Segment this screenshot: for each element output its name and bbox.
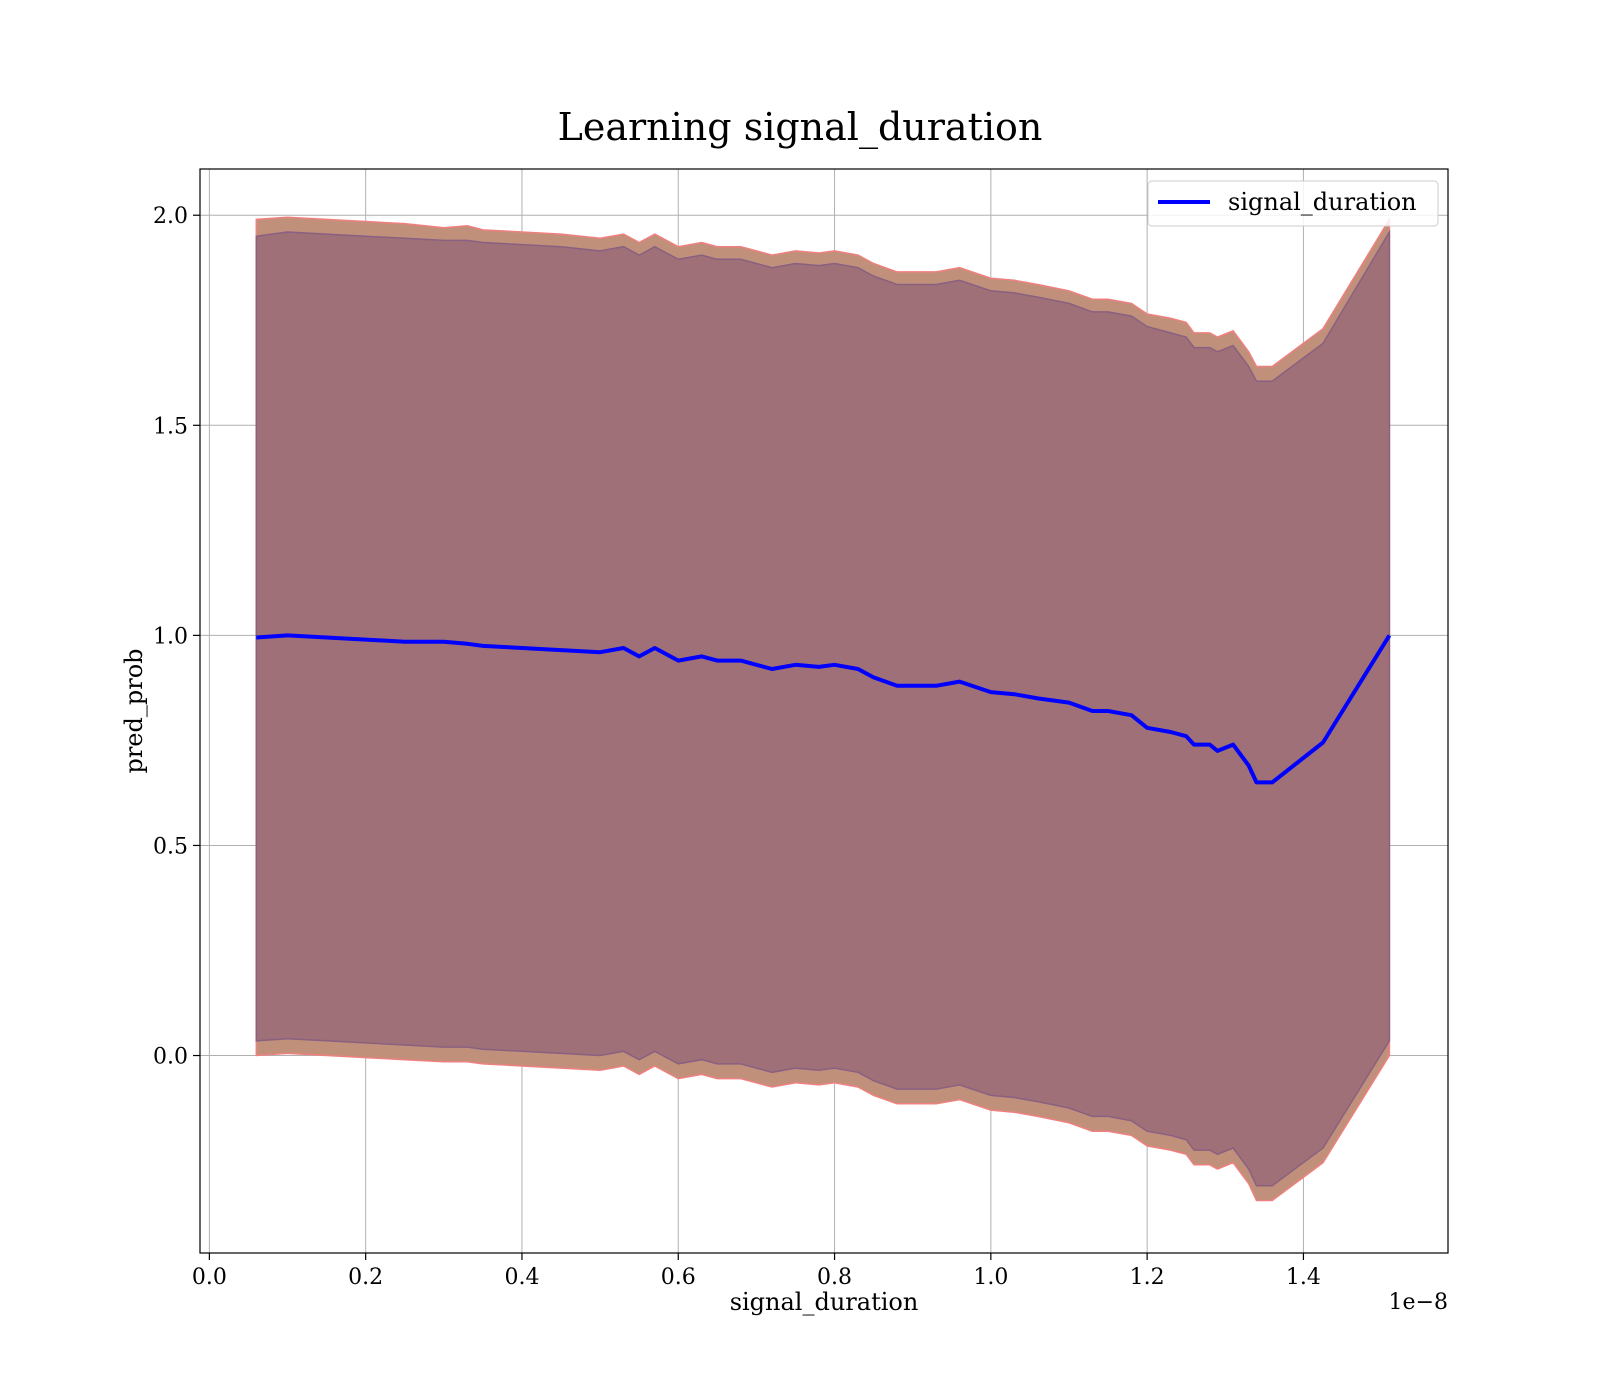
plot-frame xyxy=(199,168,1449,1254)
series-line-0 xyxy=(256,633,1392,785)
series xyxy=(256,633,1392,785)
x-tick-label-5: 1.0 xyxy=(973,1265,1008,1290)
x-axis-ticks: 0.0 0.2 0.4 0.6 0.8 1.0 1.2 1.4 xyxy=(192,1253,1321,1290)
y-tick-label-2: 1.0 xyxy=(153,624,188,649)
y-tick-label-0: 0.0 xyxy=(153,1045,188,1070)
y-tick-label-3: 1.5 xyxy=(153,414,188,439)
y-axis-ticks: 0.0 0.5 1.0 1.5 2.0 xyxy=(153,204,200,1070)
x-tick-label-3: 0.6 xyxy=(661,1265,696,1290)
x-tick-label-2: 0.4 xyxy=(504,1265,539,1290)
chart-title: Learning signal_duration xyxy=(558,105,1043,150)
confidence-band-1 xyxy=(255,229,1391,1187)
x-tick-label-0: 0.0 xyxy=(192,1265,227,1290)
x-axis-offset-label: 1e−8 xyxy=(1389,1290,1448,1315)
legend-box xyxy=(1147,180,1439,227)
y-axis-label: pred_prob xyxy=(120,648,148,773)
legend-label: signal_duration xyxy=(1228,188,1417,216)
x-tick-label-1: 0.2 xyxy=(348,1265,383,1290)
x-tick-label-7: 1.4 xyxy=(1286,1265,1321,1290)
x-tick-label-4: 0.8 xyxy=(817,1265,852,1290)
legend: signal_duration xyxy=(1147,180,1439,227)
y-tick-label-1: 0.5 xyxy=(153,834,188,859)
x-tick-label-6: 1.2 xyxy=(1130,1265,1165,1290)
x-axis-label: signal_duration xyxy=(730,1288,919,1316)
bands xyxy=(255,216,1391,1202)
y-tick-label-4: 2.0 xyxy=(153,204,188,229)
